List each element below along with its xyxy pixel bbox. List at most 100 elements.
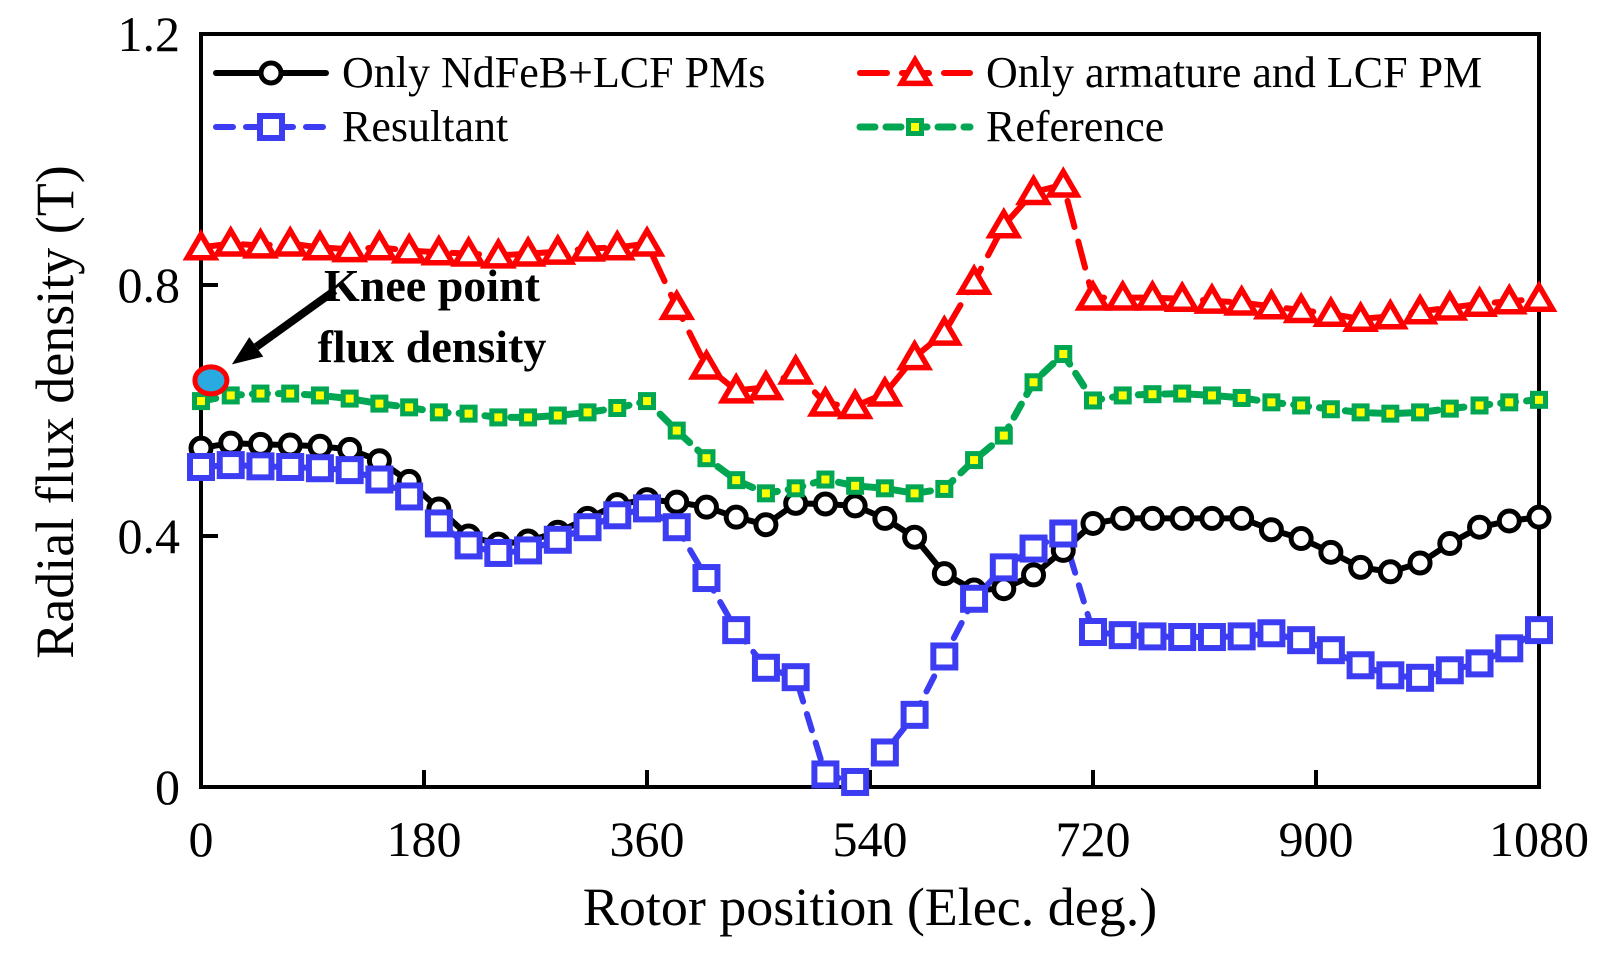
knee-point-annotation: Knee point flux density [262,256,602,377]
marker-triangle [866,375,904,407]
marker-square-dot-center [999,431,1008,440]
x-tick-label: 720 [1056,811,1131,867]
marker-triangle [836,387,874,420]
marker-square [1079,618,1107,647]
y-tick-label: 0.4 [118,508,181,564]
legend-item-ndfeb-lcf: Only NdFeB+LCF PMs [212,51,765,95]
marker-triangle [658,288,696,321]
marker-triangle [896,338,934,371]
marker-square-dot-center [434,408,443,417]
marker-circle [1377,559,1403,585]
marker-triangle [1252,287,1290,320]
x-tick-label: 900 [1279,811,1354,867]
marker-square-dot-center [1237,393,1246,402]
marker-square [216,451,245,480]
legend-swatch-armature-lcf [857,54,973,87]
marker-square [1257,619,1286,648]
marker-square-dot-center [345,394,354,403]
marker-triangle [598,228,636,261]
series-markers-3 [192,345,1548,503]
marker-square [781,663,810,692]
marker-square-dot-center [1297,401,1306,410]
marker-square-dot-center [970,456,979,465]
marker-square [1435,656,1464,685]
marker-triangle [1490,282,1528,315]
marker-circle [753,512,779,538]
marker-square-dot-center [1535,395,1543,404]
marker-square-dot-center [910,489,919,498]
marker-circle [1496,508,1522,534]
x-tick-label: 360 [610,811,685,867]
marker-square [989,553,1018,582]
marker-triangle [182,228,220,261]
marker-square-dot-center [1326,405,1335,414]
marker-triangle [1401,292,1439,325]
marker-square-dot-center [761,489,770,498]
marker-triangle [1371,297,1409,330]
marker-square [1465,649,1494,678]
marker-triangle [1431,289,1469,321]
marker-triangle [212,225,250,257]
marker-square-dot-center [405,403,414,412]
marker-triangle [777,353,815,385]
marker-square [1406,663,1435,692]
marker-square-dot-center [1386,409,1395,418]
marker-triangle [271,225,309,257]
marker-triangle [717,371,755,404]
marker-square-dot-center [553,411,562,420]
marker-circle [218,430,244,456]
y-tick-label: 0.8 [118,257,181,313]
marker-square-dot-center [821,475,830,484]
marker-circle [872,505,898,531]
marker-square-dot-center [1118,391,1127,400]
marker-square-dot-center [1148,390,1157,399]
marker-square [900,700,929,729]
marker-square [543,525,572,554]
marker-square [246,452,275,481]
marker-square-dot-center [286,389,295,398]
marker-square-dot-center [583,408,592,417]
marker-square-dot-center [613,403,622,412]
y-axis-title: Radial flux density (T) [25,165,85,659]
x-tick-label: 1080 [1489,811,1589,867]
marker-square-dot-center [1505,398,1514,407]
legend-swatch-resultant [213,113,329,141]
marker-circle [307,433,333,459]
marker-square [454,531,483,560]
marker-circle [1199,505,1225,531]
series-markers-1 [187,451,1553,796]
marker-circle [1437,531,1463,557]
marker-circle [664,489,690,515]
marker-circle [812,491,838,517]
marker-triangle [242,227,279,259]
series-markers-2 [182,166,1558,420]
marker-circle [1139,505,1165,531]
marker-triangle [628,225,666,257]
marker-triangle [1044,166,1082,198]
marker-square-dot-center [1207,391,1216,400]
marker-circle [277,432,303,458]
marker-square-dot-center [1178,389,1187,398]
marker-square [692,564,721,593]
marker-triangle [985,206,1023,239]
marker-circle [1407,550,1433,576]
marker-square [1019,534,1048,563]
marker-triangle [1104,279,1142,311]
x-tick-label: 0 [189,811,214,867]
marker-square [305,454,334,483]
marker-square [1197,623,1226,652]
knee-point-arrow-head [231,337,264,365]
marker-triangle [1163,280,1201,312]
marker-square-dot-center [940,484,949,493]
marker-square-dot-center [375,399,384,408]
legend-label-reference: Reference [986,102,1165,151]
marker-triangle [747,368,785,401]
marker-triangle [539,233,577,265]
marker-square [424,509,453,538]
series-line-0 [198,440,1542,593]
marker-square-dot-center [732,476,741,485]
marker-square [1525,616,1553,645]
marker-circle [991,576,1017,602]
marker-square-dot-center [464,409,473,418]
